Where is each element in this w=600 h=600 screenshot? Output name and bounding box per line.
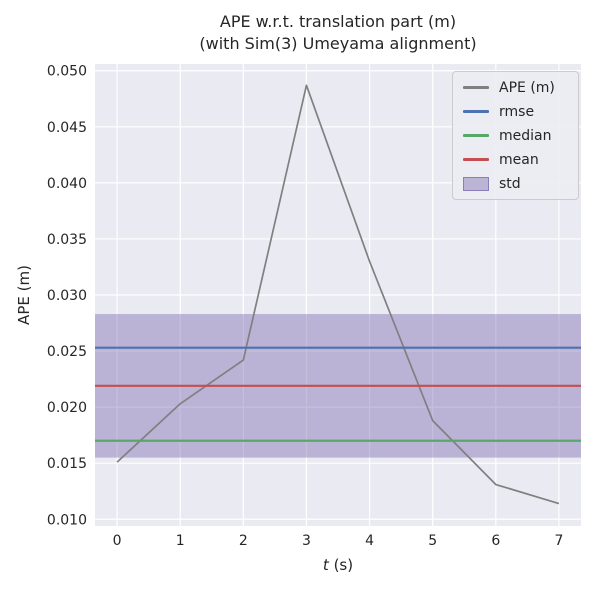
legend-entry-rmse: rmse [463,103,568,120]
legend-swatch-line [463,110,489,113]
legend-label: mean [499,151,539,168]
ape-line [116,84,560,505]
legend-entry-mean: mean [463,151,568,168]
legend-entry-std: std [463,175,568,192]
legend-label: std [499,175,521,192]
x-tick-label: 0 [113,533,122,549]
legend-label: rmse [499,103,535,120]
y-tick-label: 0.020 [47,400,87,416]
legend-entry-apem: APE (m) [463,79,568,96]
chart-title-line2: (with Sim(3) Umeyama alignment) [199,34,477,54]
chart-title-line1: APE w.r.t. translation part (m) [219,12,457,31]
x-tick-label: 3 [302,533,311,549]
y-tick-label: 0.045 [47,120,87,136]
x-tick-label: 6 [491,533,500,549]
y-tick-label: 0.025 [47,344,87,360]
y-tick-label: 0.015 [47,456,87,472]
legend-label: APE (m) [499,79,555,96]
legend-swatch-line [463,86,489,89]
x-tick-label: 5 [428,533,437,549]
legend-swatch-patch [463,176,489,191]
legend-entry-median: median [463,127,568,144]
y-tick-label: 0.050 [47,64,87,80]
y-tick-label: 0.035 [47,232,87,248]
y-tick-label: 0.040 [47,176,87,192]
x-axis-label-rest: (s) [328,556,354,574]
legend-swatch-line [463,134,489,137]
chart-title: APE w.r.t. translation part (m) (with Si… [95,11,581,56]
x-tick-label: 2 [239,533,248,549]
legend: APE (m) rmse median mean std [452,71,579,200]
x-tick-label: 4 [365,533,374,549]
x-tick-label: 7 [554,533,563,549]
x-axis-label: t (s) [95,556,581,574]
legend-swatch-line [463,158,489,161]
y-tick-label: 0.030 [47,288,87,304]
legend-label: median [499,127,552,144]
x-axis-label-italic: t [322,556,329,574]
y-tick-label: 0.010 [47,512,87,528]
x-tick-label: 1 [176,533,185,549]
